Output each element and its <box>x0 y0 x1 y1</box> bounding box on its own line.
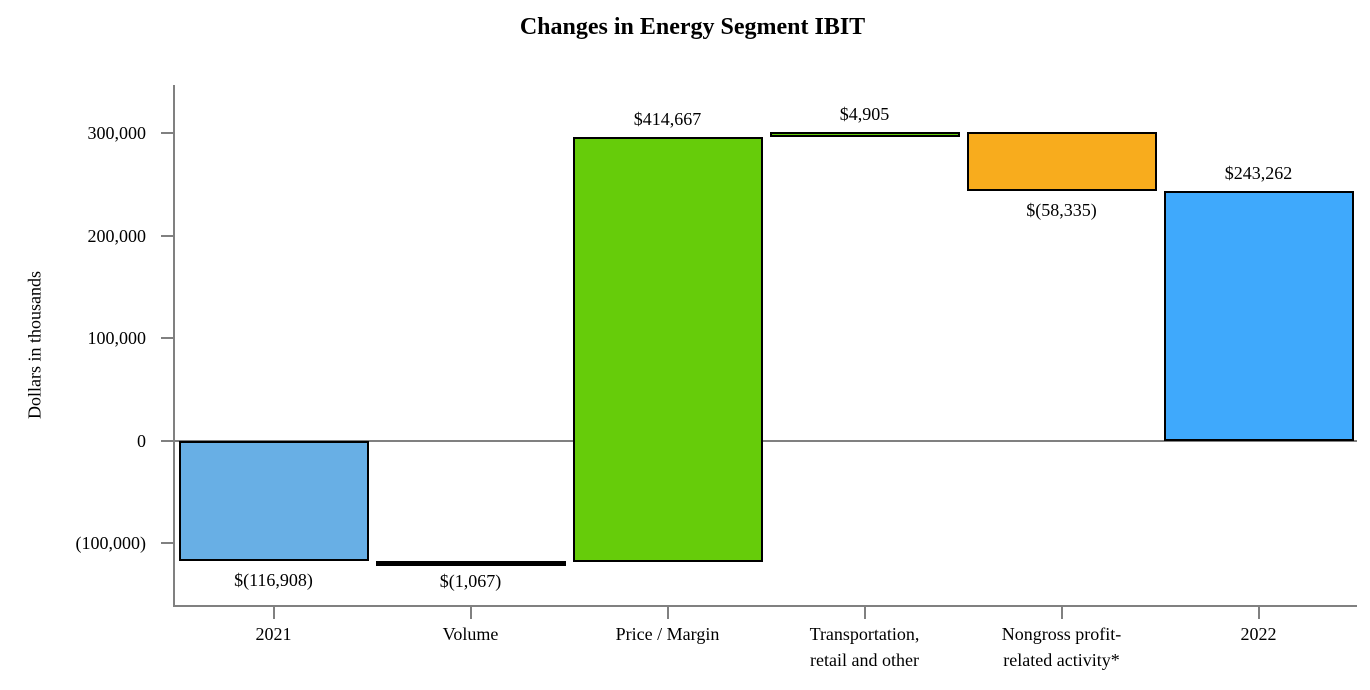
y-tick-label: (100,000) <box>75 533 147 554</box>
x-category-label: Volume <box>442 624 499 644</box>
x-tick <box>1257 607 1260 619</box>
bar <box>769 131 960 137</box>
x-tick <box>272 607 275 619</box>
zero-line <box>175 439 1357 442</box>
bar-value-label: $243,262 <box>1224 163 1293 184</box>
x-tick <box>469 607 472 619</box>
y-tick-label: 300,000 <box>87 123 147 144</box>
bar-value-label: $(116,908) <box>234 569 313 590</box>
x-category-label: 2021 <box>255 624 292 644</box>
chart-title: Changes in Energy Segment IBIT <box>519 14 866 40</box>
y-tick <box>161 439 173 442</box>
bar-value-label: $(58,335) <box>1026 200 1097 221</box>
x-axis-line <box>173 605 1357 607</box>
y-tick <box>161 234 173 237</box>
bar-value-label: $414,667 <box>633 108 702 129</box>
bar <box>572 136 763 562</box>
x-category-label: Nongross profit- related activity* <box>1001 624 1122 670</box>
bar <box>966 131 1157 192</box>
x-tick <box>1060 607 1063 619</box>
bar-value-label: $(1,067) <box>439 570 502 591</box>
y-tick <box>161 542 173 545</box>
x-tick <box>863 607 866 619</box>
x-category-label: Price / Margin <box>615 624 720 644</box>
bar <box>178 440 369 561</box>
y-tick-label: 100,000 <box>87 328 147 349</box>
y-axis-line <box>173 85 175 607</box>
x-tick <box>666 607 669 619</box>
y-tick <box>161 132 173 135</box>
bar <box>1163 191 1354 441</box>
bar <box>375 560 566 566</box>
x-category-label: 2022 <box>1240 624 1277 644</box>
x-category-label: Transportation, retail and other <box>809 624 920 670</box>
y-tick-label: 200,000 <box>87 225 147 246</box>
y-tick <box>161 337 173 340</box>
bar-value-label: $4,905 <box>839 103 890 124</box>
y-tick-label: 0 <box>137 430 146 451</box>
